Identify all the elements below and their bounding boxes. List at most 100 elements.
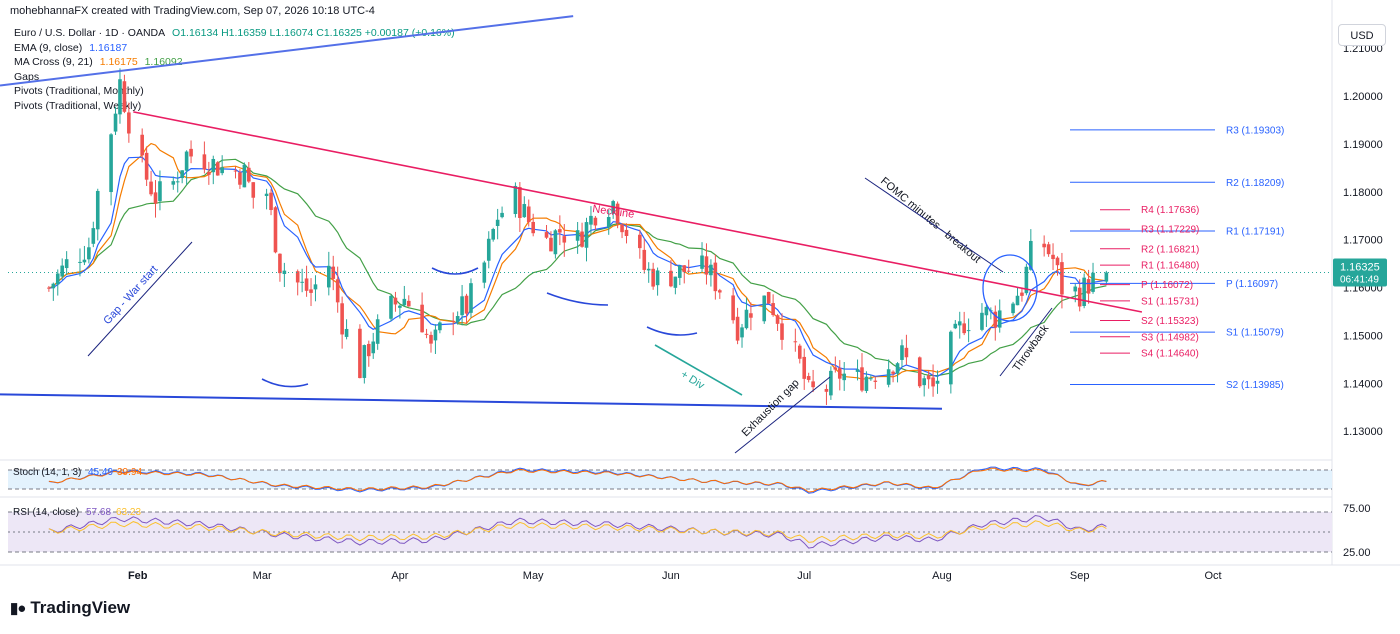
candle-body[interactable] (91, 228, 96, 244)
candle-body[interactable] (558, 229, 562, 233)
candle-body[interactable] (238, 172, 242, 185)
candle-body[interactable] (1042, 243, 1046, 248)
candle-body[interactable] (833, 367, 838, 370)
pivots-weekly-row[interactable]: Pivots (Traditional, Weekly) (14, 99, 459, 114)
candle-body[interactable] (180, 170, 184, 179)
currency-button[interactable]: USD (1338, 24, 1386, 46)
candle-body[interactable] (922, 378, 926, 386)
candle-body[interactable] (891, 371, 895, 374)
ema-row[interactable]: EMA (9, close) 1.16187 (14, 41, 459, 56)
candle-body[interactable] (1060, 262, 1064, 295)
candle-body[interactable] (158, 181, 162, 202)
candle-body[interactable] (398, 305, 402, 308)
candle-body[interactable] (793, 341, 798, 343)
candle-body[interactable] (526, 206, 531, 223)
candle-body[interactable] (247, 167, 251, 182)
candle-body[interactable] (544, 232, 549, 238)
candle-body[interactable] (171, 181, 176, 185)
candle-body[interactable] (513, 185, 518, 215)
candle-body[interactable] (744, 309, 749, 329)
neckline-trendline[interactable] (133, 111, 1143, 313)
candle-body[interactable] (189, 148, 193, 157)
candle-body[interactable] (175, 181, 180, 183)
candle-body[interactable] (949, 331, 953, 385)
candle-body[interactable] (926, 375, 931, 380)
candle-body[interactable] (522, 204, 527, 218)
tradingview-logo[interactable]: ▮● TradingView (10, 598, 130, 618)
candle-body[interactable] (811, 381, 815, 388)
candle-body[interactable] (593, 217, 598, 226)
candle-body[interactable] (335, 279, 340, 303)
candle-body[interactable] (713, 262, 718, 292)
candle-body[interactable] (1029, 240, 1033, 270)
candle-body[interactable] (491, 229, 495, 240)
candle-body[interactable] (278, 253, 282, 274)
candle-body[interactable] (87, 247, 91, 260)
candle-body[interactable] (864, 376, 869, 391)
candle-body[interactable] (642, 249, 647, 270)
candle-body[interactable] (1024, 266, 1029, 294)
candle-body[interactable] (766, 292, 771, 304)
candle-body[interactable] (127, 112, 131, 134)
candle-body[interactable] (215, 162, 220, 176)
candle-body[interactable] (78, 261, 82, 263)
candle-body[interactable] (144, 152, 149, 180)
candle-body[interactable] (264, 193, 269, 197)
candle-body[interactable] (829, 370, 833, 396)
candle-body[interactable] (935, 380, 940, 384)
candle-body[interactable] (344, 328, 349, 337)
candle-body[interactable] (1086, 279, 1091, 294)
candle-body[interactable] (64, 259, 69, 269)
candle-body[interactable] (313, 284, 318, 290)
candle-body[interactable] (1091, 272, 1095, 292)
candle-body[interactable] (984, 306, 989, 316)
candle-body[interactable] (980, 312, 984, 330)
candle-body[interactable] (429, 334, 433, 344)
candle-body[interactable] (153, 192, 158, 204)
candle-body[interactable] (584, 222, 589, 248)
candle-body[interactable] (651, 268, 655, 287)
candle-body[interactable] (931, 377, 935, 387)
candle-body[interactable] (486, 238, 491, 261)
candle-body[interactable] (424, 333, 429, 335)
candle-body[interactable] (895, 363, 900, 374)
candle-body[interactable] (886, 369, 891, 385)
candle-body[interactable] (589, 215, 593, 225)
candle-body[interactable] (371, 341, 376, 354)
candle-body[interactable] (233, 170, 238, 172)
candle-body[interactable] (615, 203, 620, 224)
candle-body[interactable] (1020, 292, 1024, 296)
gaps-row[interactable]: Gaps (14, 70, 459, 85)
candle-body[interactable] (606, 217, 611, 228)
candle-body[interactable] (55, 273, 60, 285)
candle-body[interactable] (469, 283, 473, 313)
candle-body[interactable] (118, 79, 122, 115)
candle-body[interactable] (953, 323, 958, 329)
candle-body[interactable] (273, 207, 278, 253)
candle-body[interactable] (60, 265, 65, 277)
lower-support-trendline[interactable] (0, 393, 942, 410)
candle-body[interactable] (1051, 254, 1055, 260)
candle-body[interactable] (402, 298, 407, 306)
candle-body[interactable] (202, 154, 207, 170)
candle-body[interactable] (1011, 303, 1015, 314)
candle-body[interactable] (326, 265, 331, 288)
candle-body[interactable] (1055, 257, 1060, 266)
candle-body[interactable] (433, 329, 438, 341)
candle-body[interactable] (51, 283, 56, 289)
candle-body[interactable] (420, 304, 424, 333)
candle-body[interactable] (735, 316, 740, 341)
candle-body[interactable] (806, 376, 811, 380)
candle-body[interactable] (122, 81, 127, 112)
candle-body[interactable] (873, 380, 878, 382)
candle-body[interactable] (495, 219, 500, 227)
candle-body[interactable] (966, 330, 971, 332)
candle-body[interactable] (184, 151, 189, 171)
candle-body[interactable] (709, 264, 713, 276)
candle-body[interactable] (242, 164, 247, 188)
candle-body[interactable] (646, 268, 651, 271)
candle-body[interactable] (455, 316, 460, 323)
candle-body[interactable] (771, 303, 775, 316)
candle-body[interactable] (575, 230, 580, 241)
